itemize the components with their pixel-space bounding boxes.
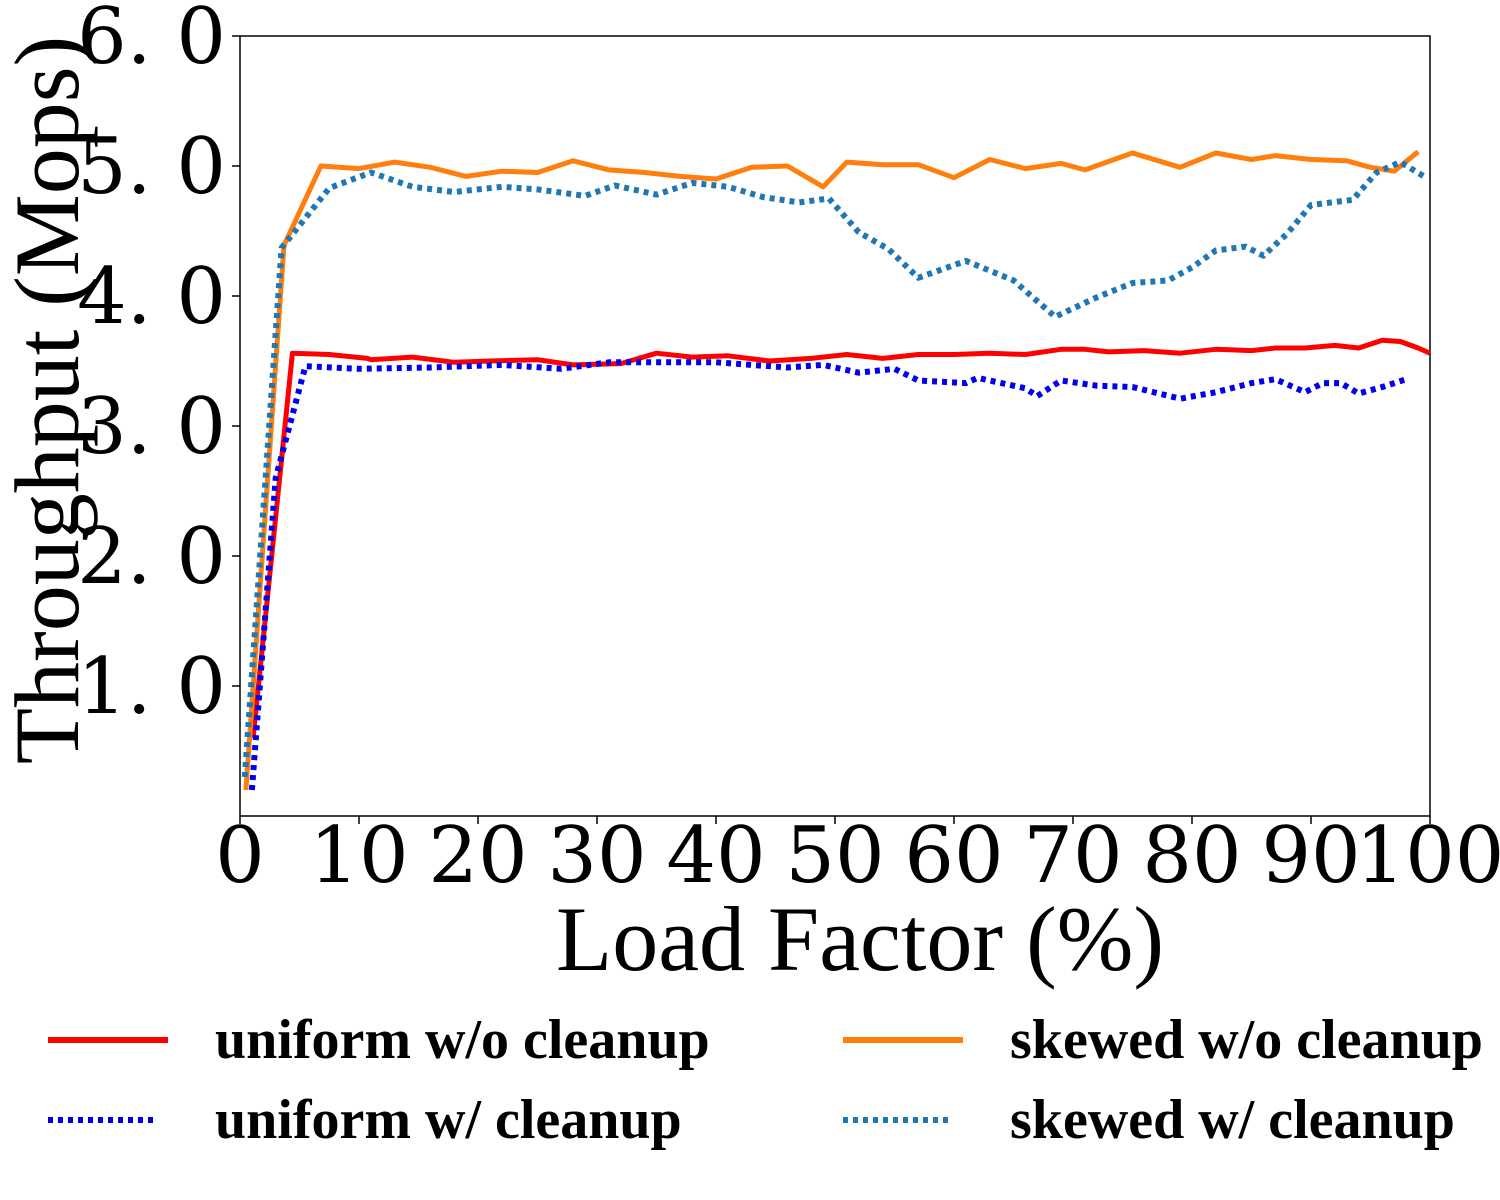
x-axis-title: Load Factor (%) xyxy=(556,888,1164,990)
legend: uniform w/o cleanup uniform w/ cleanup ske… xyxy=(48,1009,1483,1151)
x-tick-label: 90 xyxy=(1261,811,1360,901)
series-line-uniform-w-cleanup xyxy=(248,359,1408,791)
y-axis-title: Throughput (Mops) xyxy=(0,36,98,764)
series-lines xyxy=(241,149,1432,791)
legend-label: skewed w/o cleanup xyxy=(1010,1009,1483,1071)
x-tick-label: 70 xyxy=(1023,811,1122,901)
x-tick-label: 0 xyxy=(215,811,265,901)
y-tick-label: 5. 0 xyxy=(77,122,226,212)
x-tick-label: 20 xyxy=(428,811,527,901)
legend-label: skewed w/ cleanup xyxy=(1010,1089,1455,1151)
x-tick-label: 10 xyxy=(309,811,408,901)
y-tick-label: 6. 0 xyxy=(77,0,226,82)
x-tick-label: 100 xyxy=(1356,811,1500,901)
plot-border xyxy=(239,35,1431,817)
y-axis: 1. 0 2. 0 3. 0 4. 0 5. 0 6. 0 xyxy=(77,0,240,732)
legend-label: uniform w/ cleanup xyxy=(215,1089,682,1151)
legend-label: uniform w/o cleanup xyxy=(215,1009,710,1071)
x-tick-label: 30 xyxy=(547,811,646,901)
y-tick-label: 3. 0 xyxy=(77,382,226,472)
x-tick-label: 40 xyxy=(666,811,765,901)
x-tick-label: 80 xyxy=(1142,811,1241,901)
x-tick-label: 60 xyxy=(904,811,1003,901)
y-tick-label: 2. 0 xyxy=(77,512,226,602)
plot-area xyxy=(239,35,1431,817)
y-tick-label: 1. 0 xyxy=(77,642,226,732)
series-line-skewed-w-cleanup xyxy=(241,159,1426,778)
y-tick-label: 4. 0 xyxy=(77,252,226,342)
series-line-skewed-w-o-cleanup xyxy=(243,149,1420,791)
x-tick-label: 50 xyxy=(785,811,884,901)
series-line-uniform-w-o-cleanup xyxy=(250,337,1432,739)
